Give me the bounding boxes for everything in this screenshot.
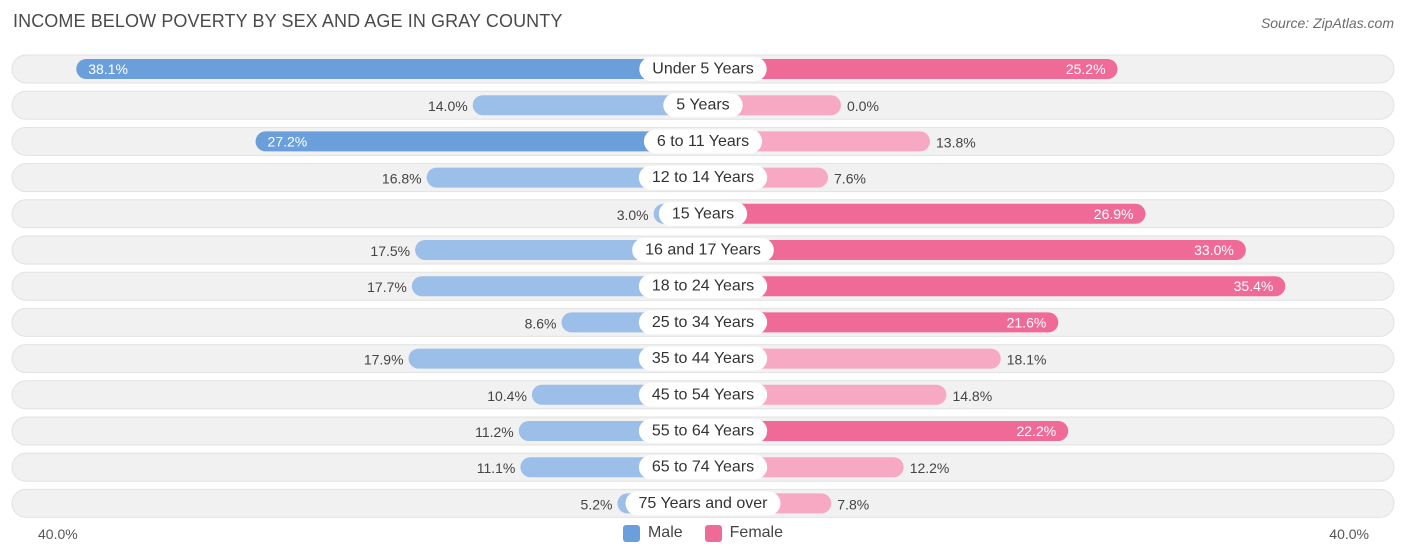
value-label-female: 12.2%: [910, 460, 950, 476]
category-label: 6 to 11 Years: [657, 133, 749, 150]
bar-female: [703, 203, 1146, 224]
axis-left-label: 40.0%: [38, 526, 78, 542]
category-pill: [658, 201, 748, 226]
value-label-female: 18.1%: [1007, 352, 1047, 368]
value-label-female: 21.6%: [1007, 314, 1047, 330]
value-label-female: 26.9%: [1094, 206, 1134, 222]
value-label-male: 17.7%: [367, 279, 407, 295]
bar-male: [408, 348, 703, 369]
bar-male: [255, 131, 703, 152]
category-label: 18 to 24 Years: [652, 278, 754, 295]
category-label: 5 Years: [676, 97, 729, 114]
value-label-male: 10.4%: [487, 388, 527, 404]
value-label-female: 22.2%: [1016, 423, 1056, 439]
value-label-female: 13.8%: [936, 134, 976, 150]
value-label-female: 33.0%: [1194, 242, 1234, 258]
value-label-male: 3.0%: [617, 207, 649, 223]
category-label: 16 and 17 Years: [645, 242, 761, 259]
bar-male: [426, 167, 703, 188]
category-pill: [643, 129, 763, 154]
bar-female: [703, 348, 1001, 369]
category-label: 65 to 74 Years: [652, 459, 754, 476]
value-label-male: 11.1%: [477, 460, 516, 476]
category-pill: [638, 310, 768, 335]
category-pill: [639, 57, 767, 81]
category-pill: [638, 382, 768, 407]
category-label: 12 to 14 Years: [652, 169, 754, 186]
diverging-bar-chart: Under 5 Years 38.1% 25.2% 5 Years 14.0% 0.0% 6…: [11, 54, 1395, 518]
source-credit: Source: ZipAtlas.com: [1260, 15, 1394, 31]
axis-right-label: 40.0%: [1329, 526, 1369, 542]
legend-label-female: Female: [729, 524, 784, 541]
legend-swatch-female: [704, 524, 722, 542]
category-label: 25 to 34 Years: [652, 314, 754, 331]
bar-female: [703, 240, 1246, 260]
category-pill: [625, 491, 781, 516]
category-label: 15 Years: [672, 205, 734, 222]
category-pill: [663, 93, 743, 118]
category-pill: [632, 238, 774, 262]
value-label-male: 5.2%: [581, 496, 613, 512]
value-label-female: 14.8%: [952, 388, 992, 404]
value-label-female: 25.2%: [1066, 61, 1106, 77]
bar-female: [703, 276, 1286, 297]
value-label-female: 7.8%: [837, 496, 869, 512]
value-label-male: 11.2%: [475, 424, 514, 440]
category-label: 55 to 64 Years: [652, 423, 754, 440]
category-label: 45 to 54 Years: [652, 386, 754, 403]
value-label-male: 27.2%: [268, 133, 308, 149]
bar-male: [411, 276, 703, 297]
chart-title: INCOME BELOW POVERTY BY SEX AND AGE IN G…: [13, 11, 563, 31]
category-pill: [638, 419, 768, 443]
value-label-male: 38.1%: [88, 61, 128, 77]
legend: Male Female: [0, 524, 1406, 542]
value-label-male: 16.8%: [382, 171, 422, 187]
value-label-male: 8.6%: [525, 315, 557, 331]
bar-female: [703, 312, 1059, 333]
legend-swatch-male: [622, 524, 640, 542]
category-pill: [638, 455, 768, 480]
bar-female: [703, 421, 1069, 441]
bar-male: [415, 240, 703, 260]
legend-item-male[interactable]: Male: [622, 524, 683, 542]
value-label-male: 17.5%: [370, 243, 410, 259]
category-label: 75 Years and over: [639, 495, 769, 512]
category-label: Under 5 Years: [652, 61, 753, 78]
category-pill: [638, 165, 768, 190]
category-pill: [638, 346, 768, 371]
category-pill: [638, 274, 768, 299]
value-label-female: 0.0%: [847, 98, 879, 114]
legend-item-female[interactable]: Female: [704, 524, 784, 542]
value-label-male: 17.9%: [364, 352, 404, 368]
bar-male: [76, 59, 703, 79]
bar-male: [472, 95, 703, 116]
value-label-male: 14.0%: [428, 98, 468, 114]
value-label-female: 35.4%: [1234, 278, 1274, 294]
legend-label-male: Male: [647, 524, 683, 541]
bar-female: [703, 59, 1118, 79]
value-label-female: 7.6%: [834, 171, 866, 187]
category-label: 35 to 44 Years: [652, 350, 754, 367]
